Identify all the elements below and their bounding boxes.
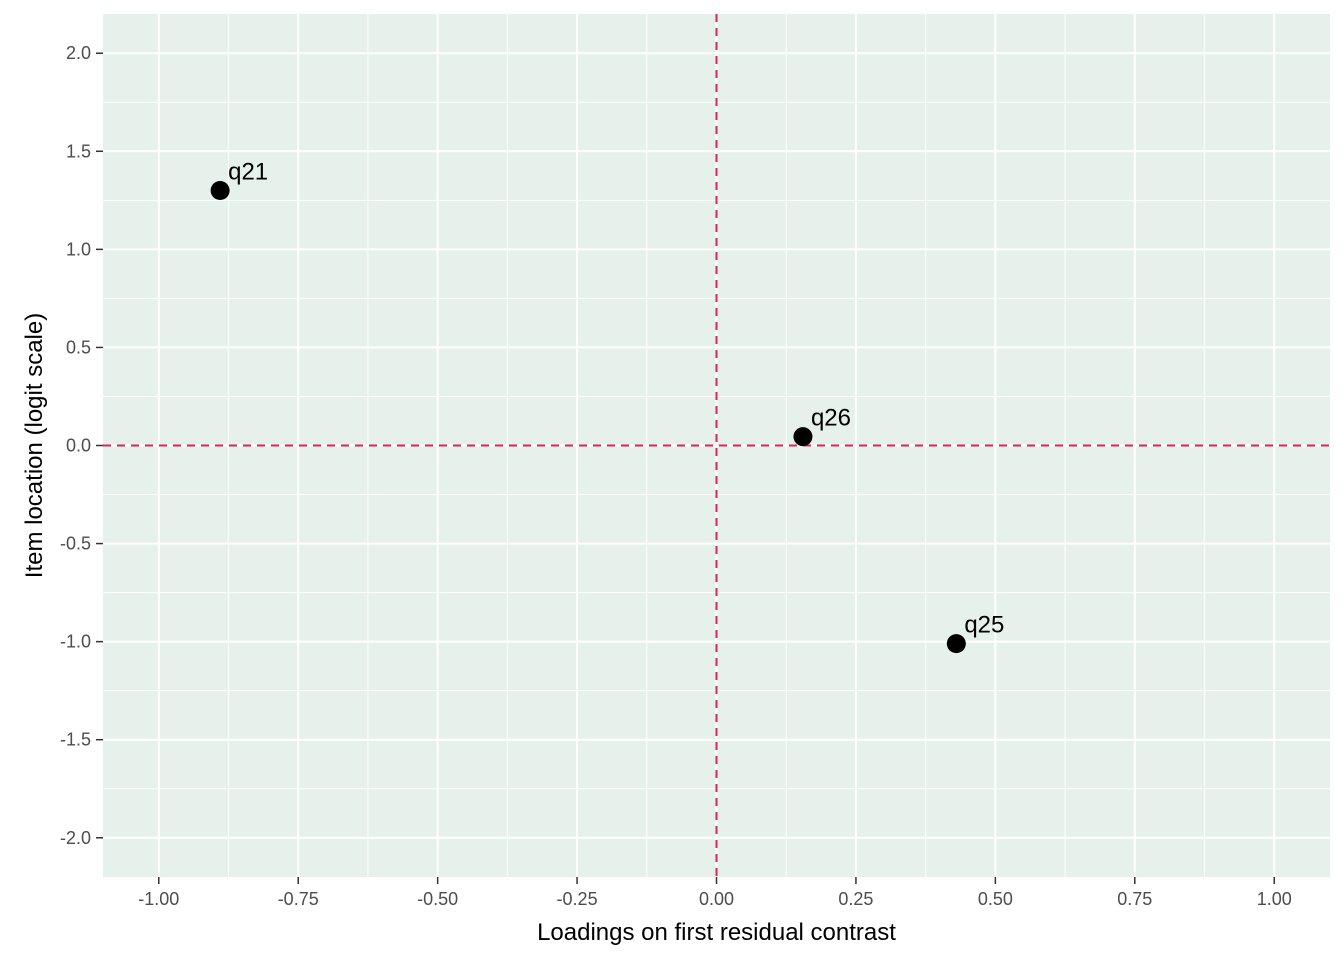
data-points: q21 q26 q25 — [210, 159, 1004, 654]
y-tick-label: -2.0 — [60, 828, 91, 848]
x-axis-title: Loadings on first residual contrast — [537, 919, 896, 946]
y-tick-label: -0.5 — [60, 534, 91, 554]
y-tick-label: 2.0 — [66, 43, 91, 63]
major-gridlines — [103, 14, 1330, 877]
y-tick-label: 1.5 — [66, 141, 91, 161]
x-tick-label: -0.25 — [557, 889, 598, 909]
reference-lines — [103, 14, 1330, 877]
point-label-q21: q21 — [228, 159, 268, 186]
x-axis: -1.00 -0.75 -0.50 -0.25 0.00 0.25 0.50 0.75 1.00 — [138, 877, 1292, 909]
data-point-q26 — [793, 427, 813, 447]
x-tick-label: -0.75 — [278, 889, 319, 909]
y-tick-label: -1.0 — [60, 632, 91, 652]
x-tick-label: -0.50 — [417, 889, 458, 909]
y-tick-label: 0.5 — [66, 337, 91, 357]
y-tick-label: -1.5 — [60, 730, 91, 750]
point-label-q26: q26 — [811, 405, 851, 432]
x-tick-label: 0.50 — [978, 889, 1013, 909]
x-tick-label: 0.25 — [838, 889, 873, 909]
point-label-q25: q25 — [964, 612, 1004, 639]
x-tick-label: 0.00 — [699, 889, 734, 909]
x-tick-label: 0.75 — [1117, 889, 1152, 909]
y-tick-label: 1.0 — [66, 239, 91, 259]
y-tick-label: 0.0 — [66, 436, 91, 456]
data-point-q25 — [946, 634, 966, 654]
data-point-q21 — [210, 181, 230, 201]
y-axis-title: Item location (logit scale) — [21, 313, 48, 578]
x-tick-label: -1.00 — [138, 889, 179, 909]
x-tick-label: 1.00 — [1257, 889, 1292, 909]
y-axis: -2.0 -1.5 -1.0 -0.5 0.0 0.5 1.0 1.5 2.0 — [60, 43, 103, 848]
